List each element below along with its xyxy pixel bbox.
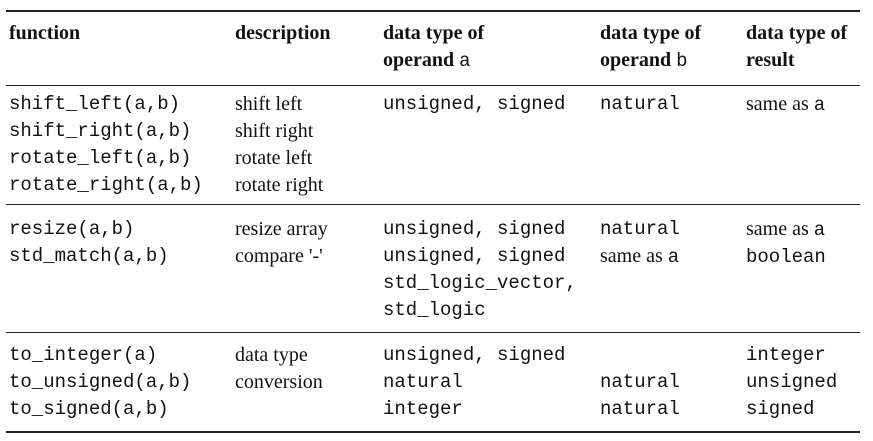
header-type-b: data type of operand b (600, 20, 701, 75)
description-text: shift left (235, 93, 303, 115)
header-description: description (235, 22, 331, 44)
description-text: rotate right (235, 174, 324, 196)
header-type-b-line2: operand b (600, 47, 701, 75)
function-name: shift_right(a,b) (9, 120, 192, 142)
result-value: unsigned (746, 371, 838, 393)
function-name: to_unsigned(a,b) (9, 371, 192, 393)
function-name: to_integer(a) (9, 344, 158, 366)
type-a-value: integer (383, 398, 463, 420)
header-type-b-operand: operand (600, 49, 677, 71)
function-name: shift_left(a,b) (9, 93, 181, 115)
result-code: a (813, 219, 826, 241)
result-value: signed (746, 398, 815, 420)
group1-type-b: natural (600, 91, 680, 118)
description-text: rotate left (235, 147, 313, 169)
group2-rule (6, 332, 860, 333)
type-b-same-as: same as (600, 245, 668, 267)
header-type-a-operand: operand (383, 49, 460, 71)
header-type-b-code: b (676, 50, 688, 72)
type-a-value: unsigned, signed (383, 218, 566, 240)
type-a-value: unsigned, signed (383, 93, 566, 115)
group3-type-a: unsigned, signed natural integer (383, 342, 565, 423)
type-b-code: a (667, 246, 680, 268)
group2-descriptions: resize array compare '-' (235, 216, 328, 270)
table-bottom-rule (6, 431, 860, 433)
description-text: resize array (235, 218, 328, 240)
function-name: std_match(a,b) (9, 245, 169, 267)
result-same-as: same as (746, 218, 814, 240)
header-type-a-line1: data type of (383, 22, 485, 44)
result-value: integer (746, 344, 826, 366)
header-type-a-code: a (459, 50, 471, 72)
type-a-value: unsigned, signed (383, 344, 566, 366)
type-a-value: natural (383, 371, 463, 393)
function-name: rotate_left(a,b) (9, 147, 192, 169)
description-text: shift right (235, 120, 314, 142)
table-top-rule (6, 10, 860, 12)
header-type-a: data type of operand a (383, 20, 484, 75)
type-b-value: natural (600, 93, 680, 115)
type-b-value: natural (600, 398, 680, 420)
group2-type-b: natural same as a (600, 216, 680, 271)
result-code: a (813, 94, 826, 116)
result-same-as: same as (746, 93, 814, 115)
function-name: resize(a,b) (9, 218, 135, 240)
group3-functions: to_integer(a) to_unsigned(a,b) to_signed… (9, 342, 191, 423)
result-value: same as a (746, 216, 826, 244)
group2-type-a: unsigned, signed unsigned, signed std_lo… (383, 216, 577, 324)
description-text: data type (235, 344, 308, 366)
group1-result: same as a (746, 91, 825, 119)
group3-result: integer unsigned signed (746, 342, 837, 423)
header-type-result-line2: result (746, 49, 795, 71)
group3-descriptions: data type conversion (235, 342, 323, 396)
function-name: rotate_right(a,b) (9, 174, 203, 196)
header-type-result: data type of result (746, 20, 847, 74)
result-value: boolean (746, 246, 826, 268)
group1-rule (6, 204, 860, 205)
group2-result: same as a boolean (746, 216, 826, 271)
description-text: conversion (235, 371, 323, 393)
group3-type-b: natural natural (600, 369, 680, 423)
description-text: compare '-' (235, 245, 323, 267)
group1-functions: shift_left(a,b) shift_right(a,b) rotate_… (9, 91, 203, 199)
type-a-value: std_logic (383, 299, 486, 321)
header-type-a-line2: operand a (383, 47, 484, 75)
header-type-result-line1: data type of (746, 22, 848, 44)
header-rule (6, 85, 860, 86)
type-b-value: natural (600, 371, 680, 393)
result-value: same as a (746, 91, 825, 119)
function-name: to_signed(a,b) (9, 398, 169, 420)
header-function: function (9, 22, 81, 44)
type-b-value: same as a (600, 243, 680, 271)
group1-type-a: unsigned, signed (383, 91, 565, 118)
type-a-value: unsigned, signed (383, 245, 566, 267)
type-b-value: natural (600, 218, 680, 240)
type-a-value: std_logic_vector, (383, 272, 577, 294)
group2-functions: resize(a,b) std_match(a,b) (9, 216, 169, 270)
header-type-b-line1: data type of (600, 22, 702, 44)
group1-descriptions: shift left shift right rotate left rotat… (235, 91, 323, 199)
